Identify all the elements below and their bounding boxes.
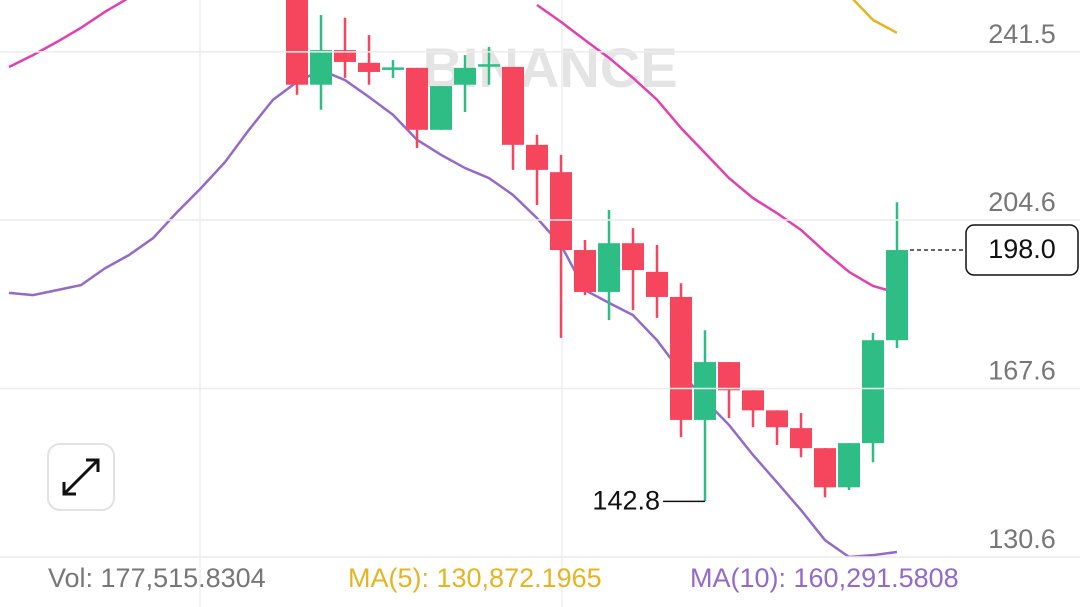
candle-body [814, 448, 836, 488]
ma-line [852, 0, 898, 34]
watermark: BINANCE [422, 36, 677, 99]
candle-body [598, 243, 620, 292]
footer-text: MA(5): 130,872.1965 [348, 563, 602, 593]
candle-body [886, 250, 908, 341]
candle-body [430, 86, 452, 130]
low-label: 142.8 [592, 486, 660, 516]
candle-body [454, 67, 476, 85]
candle-body [838, 443, 860, 488]
candle-body [286, 0, 308, 85]
expand-button[interactable] [47, 443, 115, 511]
candle-body [406, 67, 428, 130]
candle-body [670, 296, 692, 420]
candle-body [766, 410, 788, 428]
candle-body [862, 340, 884, 444]
footer-text: Vol: 177,515.8304 [48, 563, 266, 593]
candle-body [742, 390, 764, 411]
candle-body [310, 50, 332, 85]
y-tick-label: 167.6 [988, 356, 1056, 386]
candle-body [550, 172, 572, 251]
ma-line [8, 0, 898, 295]
candle-body [502, 66, 524, 145]
ma-line [8, 68, 898, 557]
candle-body [526, 144, 548, 170]
y-tick-label: 241.5 [988, 19, 1056, 49]
candle-body [574, 250, 596, 292]
candle-body [334, 50, 356, 62]
last-price-label: 198.0 [988, 234, 1056, 264]
footer-text: MA(10): 160,291.5808 [690, 563, 959, 593]
candle-body [358, 62, 380, 72]
candle-body [790, 428, 812, 449]
candle-body [478, 64, 500, 67]
y-tick-label: 130.6 [988, 524, 1056, 554]
y-tick-label: 204.6 [988, 187, 1056, 217]
candle-body [718, 362, 740, 391]
candle-body [694, 362, 716, 420]
candle-body [382, 67, 404, 70]
last-price-box [965, 224, 1079, 276]
candle-body [622, 243, 644, 271]
candle-body [646, 271, 668, 297]
